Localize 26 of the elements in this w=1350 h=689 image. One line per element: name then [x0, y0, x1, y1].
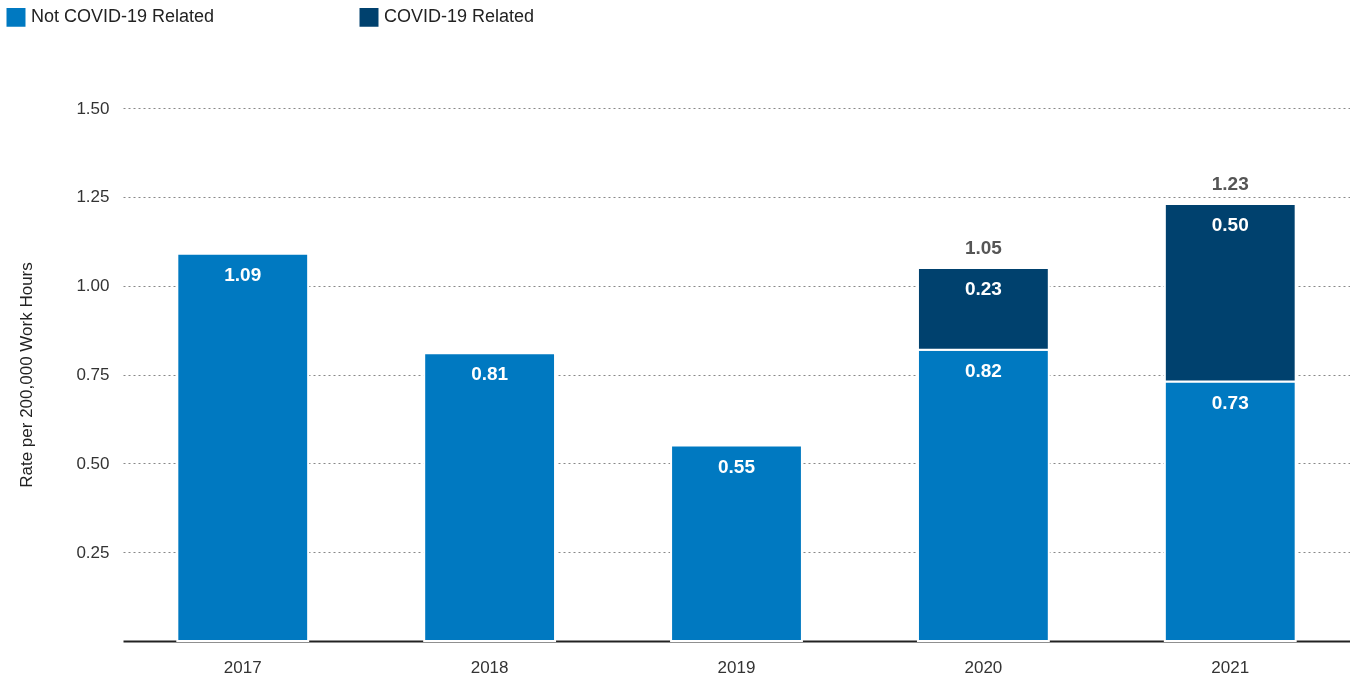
- x-tick-label: 2020: [964, 657, 1003, 677]
- bar: [423, 352, 557, 642]
- data-label: 0.50: [1211, 213, 1249, 235]
- bar: [176, 252, 310, 642]
- total-label: 1.05: [964, 236, 1003, 258]
- x-tick-label: 2019: [717, 657, 756, 677]
- x-tick-label: 2017: [223, 657, 262, 677]
- x-tick-label: 2021: [1211, 657, 1250, 677]
- data-label: 0.55: [718, 455, 756, 477]
- y-axis-title: Rate per 200,000 Work Hours: [17, 262, 37, 488]
- bar: [670, 444, 803, 642]
- data-label: 0.81: [471, 363, 509, 385]
- total-label: 1.23: [1211, 172, 1249, 194]
- data-label: 0.73: [1211, 391, 1249, 413]
- legend-label: COVID-19 Related: [384, 6, 535, 27]
- data-label: 0.82: [964, 359, 1002, 381]
- y-tick-label: 1.00: [76, 276, 110, 296]
- y-tick-label: 0.75: [76, 365, 110, 384]
- legend-label: Not COVID-19 Related: [31, 6, 215, 27]
- x-tick-label: 2018: [470, 657, 509, 677]
- y-tick-label: 1.25: [76, 187, 110, 207]
- y-tick-label: 0.25: [76, 542, 110, 562]
- data-label: 0.23: [964, 277, 1002, 299]
- y-tick-label: 0.50: [76, 453, 110, 473]
- y-tick-label: 1.50: [76, 98, 110, 118]
- data-label: 1.09: [224, 263, 262, 285]
